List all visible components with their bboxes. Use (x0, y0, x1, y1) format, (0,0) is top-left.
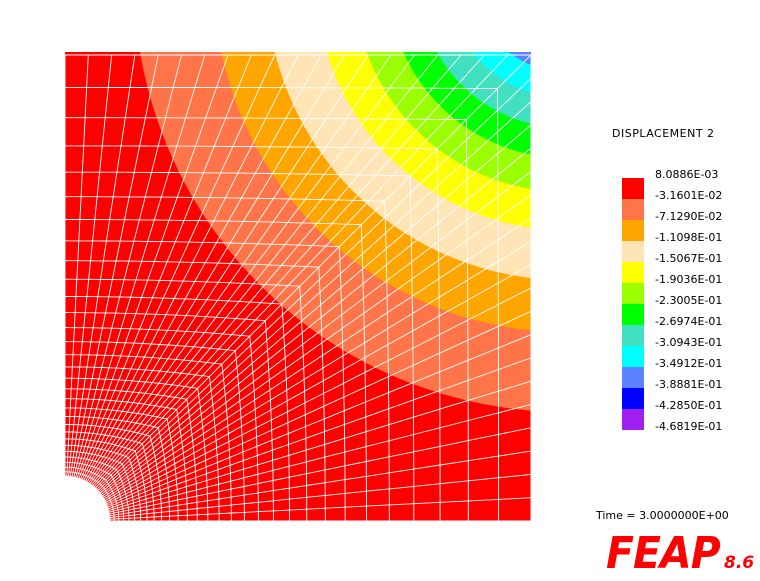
legend-value: -2.3005E-01 (655, 294, 723, 307)
legend-entry: -3.8881E-01 (622, 378, 760, 409)
mesh-ring-line (65, 461, 125, 521)
mesh-ring-line (65, 438, 148, 521)
legend-value: -2.6974E-01 (655, 315, 723, 328)
mesh-ring-line (65, 444, 142, 521)
mesh-ring-line (65, 407, 179, 521)
legend-value: -7.1290E-02 (655, 210, 723, 223)
legend-swatch (622, 388, 644, 409)
mesh-ring-line (65, 219, 367, 521)
legend-entry: -4.2850E-01 (622, 399, 760, 430)
contour-band-12 (524, 0, 608, 22)
finite-element-mesh (65, 54, 531, 521)
mesh-ring-line (65, 431, 155, 521)
legend-swatch (622, 241, 644, 262)
legend-value: -3.8881E-01 (655, 378, 723, 391)
mesh-ring-line (65, 296, 290, 521)
legend-swatch (622, 220, 644, 241)
mesh-ring-line (65, 86, 500, 521)
legend-value: -4.2850E-01 (655, 399, 723, 412)
mesh-ring-line (65, 366, 220, 521)
logo-version: 8.6 (724, 553, 755, 573)
feap-logo: FEAP 8.6 (606, 528, 754, 579)
mesh-ring-line (65, 312, 274, 521)
mesh-ring-line (65, 196, 390, 521)
mesh-ring-line (65, 54, 531, 521)
legend-entry: -1.9036E-01 (622, 273, 760, 304)
legend-swatch (622, 325, 644, 346)
legend-entry: 8.0886E-03 (622, 168, 760, 199)
mesh-ring-line (65, 450, 136, 521)
mesh-ring-line (65, 415, 171, 521)
legend-value: -4.6819E-01 (655, 420, 723, 433)
legend-swatch (622, 409, 644, 430)
legend-entry: -1.5067E-01 (622, 252, 760, 283)
mesh-ring-line (65, 327, 259, 521)
legend-entry: -3.0943E-01 (622, 336, 760, 367)
contour-band-11 (500, 0, 632, 46)
logo-name: FEAP (606, 528, 721, 579)
mesh-ring-line (65, 377, 209, 521)
legend-value: -1.9036E-01 (655, 273, 723, 286)
legend-swatch (622, 199, 644, 220)
legend-value: -3.0943E-01 (655, 336, 723, 349)
legend-entry: -2.6974E-01 (622, 315, 760, 346)
legend-swatch (622, 304, 644, 325)
time-label: Time = 3.0000000E+00 (596, 509, 729, 522)
mesh-ring-line (65, 388, 198, 521)
legend-swatch (622, 346, 644, 367)
legend-value: -3.1601E-02 (655, 189, 723, 202)
mesh-ring-line (65, 260, 326, 521)
legend-value: -1.5067E-01 (655, 252, 723, 265)
mesh-ring-line (65, 423, 163, 521)
mesh-ring-line (65, 456, 130, 521)
mesh-ring-line (65, 145, 441, 521)
legend-value: 8.0886E-03 (655, 168, 719, 181)
legend-entry: -3.4912E-01 (622, 357, 760, 388)
mesh-ring-line (65, 471, 115, 521)
mesh-ring-line (65, 278, 308, 521)
mesh-ring-line (65, 117, 469, 521)
legend-swatch (622, 262, 644, 283)
legend-value: -3.4912E-01 (655, 357, 723, 370)
mesh-ring-line (65, 354, 232, 521)
legend-swatch (622, 367, 644, 388)
legend-entry: -2.3005E-01 (622, 294, 760, 325)
legend-entry: -7.1290E-02 (622, 210, 760, 241)
mesh-ring-line (65, 341, 245, 521)
legend-swatch (622, 283, 644, 304)
mesh-ring-line (65, 466, 120, 521)
legend-entry: -1.1098E-01 (622, 231, 760, 262)
legend-title: DISPLACEMENT 2 (612, 127, 715, 140)
legend-entry: -4.6819E-01 (622, 420, 760, 444)
legend-entry: -3.1601E-02 (622, 189, 760, 220)
legend-swatch (622, 178, 644, 199)
mesh-ring-line (65, 240, 346, 521)
mesh-ring-line (65, 171, 415, 521)
legend-value: -1.1098E-01 (655, 231, 723, 244)
mesh-ring-line (65, 398, 188, 521)
